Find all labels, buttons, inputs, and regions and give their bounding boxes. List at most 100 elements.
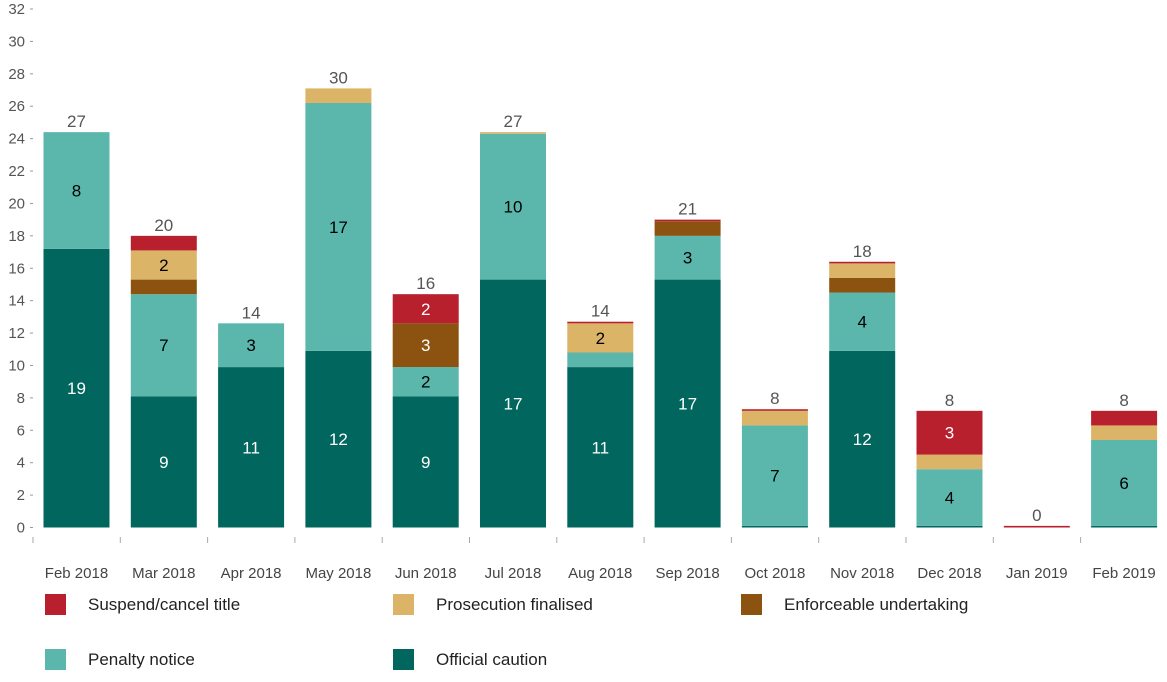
bar-segment (305, 102, 372, 351)
segment-data-label: 11 (591, 438, 609, 457)
bar-segment (392, 396, 459, 528)
bar-total-label: 27 (67, 112, 86, 131)
segment-data-label: 4 (945, 489, 954, 508)
segment-data-label: 4 (857, 313, 866, 332)
x-axis: Feb 2018 Mar 2018 Apr 2018 May 2018 Jun 2018… (32, 537, 1156, 582)
bar-total-label: 18 (853, 242, 872, 261)
bar-segment (829, 292, 896, 351)
segment-data-label: 17 (678, 395, 697, 414)
bar-segment (567, 352, 634, 368)
segment-data-label: 9 (159, 453, 168, 472)
bar-segment (741, 525, 808, 528)
x-tick-label: Feb 2019 (1092, 565, 1155, 582)
bar-segment (829, 277, 896, 293)
bar-segment (130, 294, 197, 397)
bar-segment (130, 279, 197, 295)
segment-data-label: 19 (67, 379, 86, 398)
bar-total-label: 30 (329, 68, 348, 87)
y-tick-label: 10 (8, 357, 25, 374)
bar-segment (1091, 440, 1158, 526)
y-tick-label: 12 (8, 325, 25, 342)
segment-data-label: 2 (421, 300, 430, 319)
bar-segment (480, 132, 546, 134)
legend-label: Penalty notice (88, 650, 195, 669)
x-tick-label: Sep 2018 (655, 565, 719, 582)
y-tick-label: 0 (17, 520, 25, 537)
x-tick-label: Apr 2018 (221, 565, 282, 582)
bar-segment (218, 367, 285, 528)
legend-swatch (393, 594, 414, 615)
y-tick-label: 22 (8, 163, 25, 180)
segment-data-label: 11 (242, 438, 260, 457)
x-tick-label: Jul 2018 (485, 565, 542, 582)
y-tick-label: 26 (8, 98, 25, 115)
bar-total-label: 8 (1119, 391, 1128, 410)
segment-data-label: 7 (770, 467, 779, 486)
bar-total-label: 14 (242, 303, 261, 322)
bar-segment (829, 350, 896, 528)
bar-segment (741, 425, 808, 526)
x-tick-label: Dec 2018 (917, 565, 981, 582)
x-tick-label: Jan 2019 (1006, 565, 1068, 582)
y-tick-label: 24 (8, 131, 25, 148)
bar-total-label: 14 (591, 302, 610, 321)
y-tick-label: 8 (17, 390, 25, 407)
bar-segment (916, 410, 983, 455)
bar-segment (654, 235, 721, 280)
bar-segment (654, 219, 721, 222)
bar-segment (1091, 525, 1158, 528)
bar-segment (305, 88, 372, 103)
x-tick-label: Mar 2018 (132, 565, 195, 582)
bar-segment (741, 410, 808, 426)
legend-swatch (393, 649, 414, 670)
legend-label: Suspend/cancel title (88, 595, 240, 614)
bar-segment (218, 323, 285, 368)
legend-swatch (741, 594, 762, 615)
bar-segment (1091, 410, 1158, 426)
y-tick-label: 4 (17, 455, 25, 472)
x-tick-label: May 2018 (305, 565, 371, 582)
bar-segment (130, 250, 197, 280)
segment-data-label: 3 (246, 336, 255, 355)
bar-segment (829, 263, 896, 278)
segment-data-label: 6 (1119, 474, 1128, 493)
segment-data-label: 17 (329, 218, 348, 237)
bar-segment (1003, 525, 1070, 528)
bar-total-label: 16 (416, 274, 435, 293)
legend-swatch (45, 649, 66, 670)
segment-data-label: 2 (596, 329, 605, 348)
x-tick-label: Nov 2018 (830, 565, 894, 582)
x-tick-label: Oct 2018 (744, 565, 805, 582)
segment-data-label: 9 (421, 453, 430, 472)
segment-data-label: 10 (504, 198, 523, 217)
segment-data-label: 7 (159, 336, 168, 355)
bar-segment (567, 367, 634, 528)
bar-segment (916, 469, 983, 526)
y-tick-label: 20 (8, 195, 25, 212)
x-tick-label: Aug 2018 (568, 565, 632, 582)
y-tick-label: 28 (8, 66, 25, 83)
legend: Suspend/cancel title Prosecution finalise… (45, 594, 968, 670)
bar-segment (916, 454, 983, 470)
bar-total-label: 21 (678, 200, 697, 219)
bar-total-label: 20 (154, 216, 173, 235)
bar-segment (305, 350, 372, 528)
bar-segment (567, 323, 634, 353)
y-tick-label: 6 (17, 422, 25, 439)
bar-segment (741, 409, 808, 411)
legend-swatch (45, 594, 66, 615)
y-tick-label: 30 (8, 33, 25, 50)
bar-segment (916, 525, 983, 528)
bar-segment (392, 323, 459, 368)
bar-segment (567, 321, 634, 324)
bar-segment (654, 279, 721, 528)
segment-data-label: 3 (945, 424, 954, 443)
y-tick-label: 16 (8, 260, 25, 277)
bar-segment (43, 132, 110, 249)
bar-segment (480, 279, 546, 528)
bar-total-label: 8 (945, 391, 954, 410)
bars: 1982797220113141217309232161710271121417… (43, 68, 1158, 528)
